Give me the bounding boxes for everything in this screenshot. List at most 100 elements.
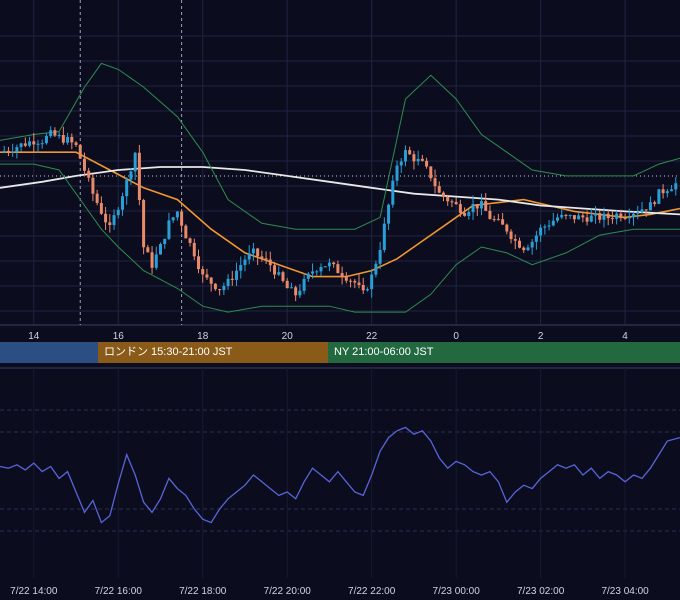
oscillator-x-tick-label: 7/22 22:00 <box>348 586 396 597</box>
candle-body <box>640 209 644 213</box>
candle-body <box>467 212 471 216</box>
candle-body <box>74 142 78 145</box>
candle-body <box>420 158 424 161</box>
candle-body <box>361 284 365 291</box>
candle-body <box>530 241 534 248</box>
candle-body <box>564 214 568 216</box>
moving-average-long-line <box>0 166 680 216</box>
session-tokyo-label <box>0 346 6 358</box>
candle-body <box>137 152 141 200</box>
candle-body <box>403 150 407 162</box>
candle-body <box>429 166 433 179</box>
candle-body <box>412 154 416 162</box>
candle-body <box>32 141 36 145</box>
candle-body <box>167 220 171 239</box>
candle-body <box>674 183 678 190</box>
candle-body <box>226 278 230 286</box>
candle-body <box>23 143 27 146</box>
candle-body <box>644 209 648 211</box>
candle-body <box>239 265 243 271</box>
candle-body <box>154 254 158 268</box>
candle-body <box>425 160 429 167</box>
candle-body <box>416 158 420 162</box>
candle-body <box>180 211 184 226</box>
candle-body <box>82 158 86 171</box>
candle-body <box>636 212 640 214</box>
candle-body <box>594 213 598 216</box>
candle-body <box>78 144 82 159</box>
candle-body <box>66 136 70 143</box>
candle-body <box>632 213 636 218</box>
candle-body <box>205 274 209 278</box>
candle-body <box>209 277 213 284</box>
candle-body <box>150 252 154 268</box>
oscillator-series <box>0 426 680 524</box>
candle-body <box>501 219 505 225</box>
candle-body <box>57 135 61 137</box>
candle-body <box>188 238 192 243</box>
candle-body <box>61 135 65 143</box>
candle-body <box>458 204 462 213</box>
candle-body <box>623 218 627 220</box>
price-x-tick-label: 2 <box>538 331 544 342</box>
candle-body <box>116 209 120 216</box>
candle-body <box>40 143 44 145</box>
candle-body <box>475 204 479 209</box>
candle-body <box>577 215 581 220</box>
candle-body <box>268 259 272 266</box>
candle-body <box>602 213 606 220</box>
candle-body <box>572 215 576 220</box>
session-ny: NY 21:00-06:00 JST <box>328 342 680 363</box>
session-london-label: ロンドン 15:30-21:00 JST <box>104 346 233 358</box>
candle-body <box>2 150 6 153</box>
candle-body <box>285 280 289 289</box>
candle-body <box>146 247 150 253</box>
candle-body <box>104 213 108 223</box>
candle-body <box>522 247 526 251</box>
oscillator-x-tick-label: 7/22 14:00 <box>10 586 58 597</box>
candle-body <box>619 213 623 219</box>
candle-body <box>382 223 386 250</box>
candle-body <box>543 226 547 228</box>
candle-body <box>585 217 589 222</box>
candle-body <box>374 263 378 275</box>
candle-body <box>251 248 255 254</box>
candle-body <box>6 150 10 152</box>
candle-body <box>336 264 340 274</box>
candle-body <box>450 201 454 203</box>
price-x-tick-label: 18 <box>197 331 209 342</box>
price-x-tick-label: 4 <box>622 331 628 342</box>
candle-body <box>175 211 179 218</box>
candle-body <box>391 180 395 205</box>
candle-body <box>551 220 555 226</box>
candle-body <box>610 218 614 220</box>
candle-body <box>95 193 99 203</box>
candle-body <box>370 274 374 290</box>
candle-body <box>653 202 657 204</box>
candle-body <box>99 202 103 214</box>
candle-body <box>509 231 513 240</box>
candle-body <box>526 247 530 251</box>
candle-body <box>357 282 361 285</box>
candle-body <box>437 186 441 193</box>
candle-body <box>378 249 382 264</box>
candle-body <box>327 262 331 267</box>
oscillator-x-tick-label: 7/23 00:00 <box>433 586 481 597</box>
candle-body <box>492 219 496 221</box>
candle-body <box>184 225 188 239</box>
oscillator-x-tick-label: 7/22 20:00 <box>264 586 312 597</box>
candle-body <box>298 290 302 296</box>
candle-body <box>505 224 509 232</box>
price-x-tick-label: 16 <box>113 331 125 342</box>
candle-body <box>513 239 517 241</box>
candle-body <box>606 213 610 219</box>
oscillator-x-ticks: 7/22 14:00 7/22 16:00 7/22 18:00 7/22 20:00… <box>10 586 649 597</box>
candle-body <box>399 161 403 166</box>
candle-body <box>556 217 560 221</box>
candle-body <box>108 222 112 226</box>
candle-body <box>433 178 437 187</box>
candle-body <box>534 235 538 242</box>
candle-body <box>133 152 137 172</box>
candle-body <box>323 266 327 268</box>
